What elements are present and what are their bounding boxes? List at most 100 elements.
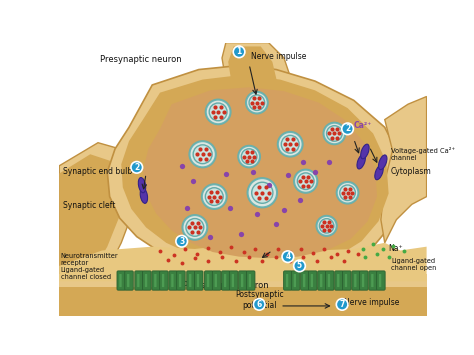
FancyBboxPatch shape bbox=[222, 271, 230, 290]
Circle shape bbox=[186, 219, 204, 236]
Circle shape bbox=[205, 188, 223, 206]
Circle shape bbox=[337, 182, 358, 203]
FancyBboxPatch shape bbox=[328, 274, 330, 287]
Polygon shape bbox=[381, 97, 427, 243]
FancyBboxPatch shape bbox=[337, 274, 339, 287]
FancyBboxPatch shape bbox=[137, 274, 139, 287]
Ellipse shape bbox=[379, 155, 387, 170]
FancyBboxPatch shape bbox=[326, 271, 334, 290]
FancyBboxPatch shape bbox=[197, 274, 199, 287]
Text: Postsynaptic neuron: Postsynaptic neuron bbox=[183, 281, 269, 290]
Circle shape bbox=[202, 184, 227, 209]
FancyBboxPatch shape bbox=[169, 271, 177, 290]
Circle shape bbox=[340, 185, 356, 201]
Polygon shape bbox=[59, 154, 123, 288]
FancyBboxPatch shape bbox=[152, 271, 160, 290]
Text: Cytoplasm: Cytoplasm bbox=[391, 168, 432, 176]
Text: Synaptic cleft: Synaptic cleft bbox=[63, 201, 116, 211]
FancyBboxPatch shape bbox=[125, 271, 133, 290]
Ellipse shape bbox=[361, 144, 369, 159]
Ellipse shape bbox=[375, 165, 383, 180]
Text: Nerve impulse: Nerve impulse bbox=[345, 298, 400, 307]
FancyBboxPatch shape bbox=[207, 274, 209, 287]
Text: Synaptic vesicles: Synaptic vesicles bbox=[306, 173, 372, 182]
FancyBboxPatch shape bbox=[127, 274, 129, 287]
FancyBboxPatch shape bbox=[311, 274, 313, 287]
Circle shape bbox=[281, 135, 299, 153]
Text: Ca²⁺: Ca²⁺ bbox=[146, 160, 164, 169]
FancyBboxPatch shape bbox=[215, 274, 217, 287]
FancyBboxPatch shape bbox=[343, 271, 351, 290]
Circle shape bbox=[319, 219, 334, 233]
Circle shape bbox=[182, 215, 207, 240]
FancyBboxPatch shape bbox=[160, 271, 168, 290]
Circle shape bbox=[176, 235, 188, 247]
FancyBboxPatch shape bbox=[371, 274, 374, 287]
FancyBboxPatch shape bbox=[369, 271, 377, 290]
Polygon shape bbox=[59, 288, 427, 316]
FancyBboxPatch shape bbox=[354, 274, 356, 287]
FancyBboxPatch shape bbox=[212, 271, 221, 290]
Circle shape bbox=[209, 103, 227, 121]
Text: 2: 2 bbox=[134, 163, 139, 172]
FancyBboxPatch shape bbox=[143, 271, 151, 290]
Text: Synaptic end bulb: Synaptic end bulb bbox=[63, 168, 132, 176]
FancyBboxPatch shape bbox=[224, 274, 226, 287]
Text: 4: 4 bbox=[285, 252, 291, 261]
Text: 6: 6 bbox=[256, 300, 262, 309]
Text: 2: 2 bbox=[345, 124, 350, 133]
FancyBboxPatch shape bbox=[241, 274, 243, 287]
Circle shape bbox=[337, 299, 348, 310]
Text: 5: 5 bbox=[297, 261, 302, 271]
Circle shape bbox=[246, 92, 268, 114]
Text: 1: 1 bbox=[237, 47, 242, 56]
Circle shape bbox=[282, 251, 294, 262]
FancyBboxPatch shape bbox=[286, 274, 288, 287]
FancyBboxPatch shape bbox=[318, 271, 326, 290]
Text: 3: 3 bbox=[179, 237, 184, 246]
FancyBboxPatch shape bbox=[189, 274, 191, 287]
Text: Neurotransmitter
receptor: Neurotransmitter receptor bbox=[61, 253, 118, 267]
Polygon shape bbox=[228, 47, 278, 116]
Polygon shape bbox=[107, 66, 404, 272]
Polygon shape bbox=[59, 274, 427, 316]
FancyBboxPatch shape bbox=[135, 271, 143, 290]
FancyBboxPatch shape bbox=[301, 271, 309, 290]
Text: 7: 7 bbox=[339, 300, 345, 309]
Ellipse shape bbox=[138, 178, 146, 193]
Text: Postsynaptic
potential: Postsynaptic potential bbox=[235, 290, 283, 310]
Circle shape bbox=[249, 95, 264, 110]
FancyBboxPatch shape bbox=[345, 274, 347, 287]
FancyBboxPatch shape bbox=[229, 271, 238, 290]
Circle shape bbox=[294, 260, 305, 272]
FancyBboxPatch shape bbox=[352, 271, 360, 290]
Polygon shape bbox=[222, 43, 292, 127]
Circle shape bbox=[297, 173, 314, 190]
FancyBboxPatch shape bbox=[309, 271, 317, 290]
FancyBboxPatch shape bbox=[283, 271, 292, 290]
FancyBboxPatch shape bbox=[187, 271, 195, 290]
Polygon shape bbox=[143, 87, 377, 258]
FancyBboxPatch shape bbox=[292, 271, 300, 290]
Text: Ca²⁺: Ca²⁺ bbox=[244, 226, 262, 235]
Text: Voltage-gated Ca²⁺
channel: Voltage-gated Ca²⁺ channel bbox=[391, 147, 455, 162]
Circle shape bbox=[238, 146, 260, 167]
Circle shape bbox=[278, 132, 302, 157]
Circle shape bbox=[254, 299, 265, 310]
FancyBboxPatch shape bbox=[294, 274, 296, 287]
FancyBboxPatch shape bbox=[205, 271, 213, 290]
Polygon shape bbox=[121, 75, 389, 264]
FancyBboxPatch shape bbox=[154, 274, 156, 287]
Circle shape bbox=[324, 123, 345, 144]
FancyBboxPatch shape bbox=[360, 271, 368, 290]
Circle shape bbox=[294, 170, 317, 193]
Text: Ligand-gated
channel closed: Ligand-gated channel closed bbox=[61, 267, 111, 280]
FancyBboxPatch shape bbox=[379, 274, 381, 287]
Circle shape bbox=[342, 123, 353, 135]
Circle shape bbox=[252, 182, 273, 203]
FancyBboxPatch shape bbox=[194, 271, 203, 290]
Text: Ca²⁺: Ca²⁺ bbox=[354, 121, 372, 130]
FancyBboxPatch shape bbox=[320, 274, 322, 287]
FancyBboxPatch shape bbox=[232, 274, 234, 287]
Ellipse shape bbox=[140, 188, 147, 203]
